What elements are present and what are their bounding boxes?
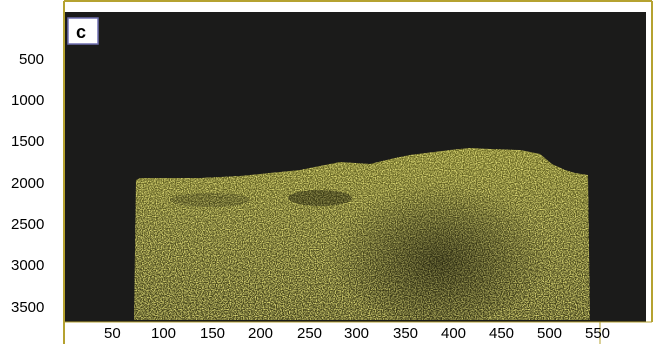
y-tick: 1000 bbox=[11, 92, 44, 109]
panel-label-box bbox=[67, 17, 99, 45]
x-tick: 300 bbox=[344, 325, 369, 342]
x-tick: 400 bbox=[441, 325, 466, 342]
x-tick: 450 bbox=[489, 325, 514, 342]
y-axis: 500 1000 1500 2000 2500 3000 3500 bbox=[11, 51, 44, 316]
x-tick: 550 bbox=[585, 325, 610, 342]
y-tick: 3500 bbox=[11, 299, 44, 316]
panel-label: c bbox=[76, 22, 86, 42]
y-tick: 500 bbox=[19, 51, 44, 68]
x-tick: 100 bbox=[151, 325, 176, 342]
x-axis: 50 100 150 200 250 300 350 400 450 500 5… bbox=[104, 325, 610, 342]
y-tick: 2500 bbox=[11, 216, 44, 233]
x-tick: 200 bbox=[248, 325, 273, 342]
x-tick: 50 bbox=[104, 325, 121, 342]
x-tick: 150 bbox=[200, 325, 225, 342]
y-tick: 2000 bbox=[11, 175, 44, 192]
x-tick: 350 bbox=[393, 325, 418, 342]
y-tick: 3000 bbox=[11, 257, 44, 274]
x-tick: 500 bbox=[537, 325, 562, 342]
x-tick: 250 bbox=[297, 325, 322, 342]
y-tick: 1500 bbox=[11, 133, 44, 150]
